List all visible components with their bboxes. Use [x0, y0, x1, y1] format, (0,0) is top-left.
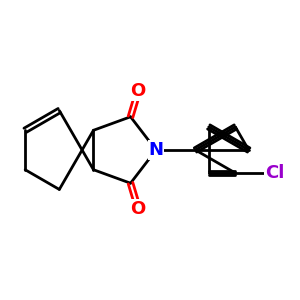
- Text: N: N: [148, 141, 164, 159]
- Text: Cl: Cl: [265, 164, 284, 182]
- Text: O: O: [130, 200, 146, 218]
- Text: O: O: [130, 82, 146, 100]
